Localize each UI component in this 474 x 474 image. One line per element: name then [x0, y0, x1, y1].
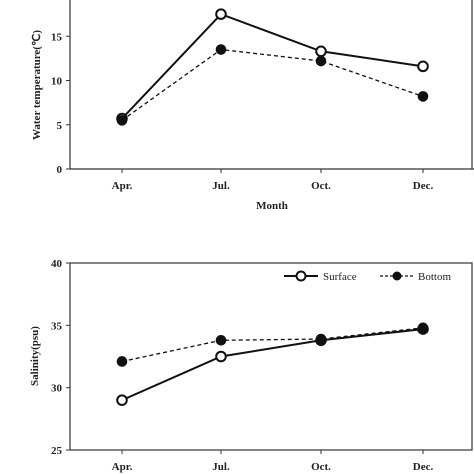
y-tick-label: 30 [51, 383, 63, 395]
data-point [417, 322, 429, 334]
y-ticks: 0 5 10 15 [51, 31, 70, 176]
legend-surface-label: Surface [323, 271, 357, 283]
y-tick-label: 35 [51, 320, 63, 332]
plot-frame [69, 262, 473, 451]
series-line-0 [121, 328, 424, 402]
data-point [417, 91, 429, 102]
series-line-0 [121, 12, 424, 120]
data-point [215, 8, 227, 20]
x-tick-label: Jul. [212, 461, 230, 473]
data-point [116, 356, 128, 367]
x-tick-label: Apr. [112, 461, 133, 473]
x-tick-label: Apr. [112, 180, 133, 192]
temperature-chart: 0 5 10 15 Apr. Jul. Oct. Dec. Month Water temp… [31, 0, 474, 212]
y-tick-label: 40 [51, 258, 63, 270]
y-tick-label: 10 [51, 76, 63, 88]
y-tick-label: 25 [51, 445, 63, 457]
x-tick-label: Oct. [311, 180, 331, 192]
data-point [215, 44, 227, 55]
y-tick-label: 0 [57, 164, 63, 176]
y-tick-label: 5 [57, 120, 63, 132]
x-tick-label: Jul. [212, 180, 230, 192]
y-axis-label: Water temperature(℃) [31, 30, 43, 140]
data-point [417, 60, 429, 73]
series-markers [116, 322, 429, 406]
legend-bottom-label: Bottom [418, 271, 451, 283]
legend: Surface Bottom [284, 270, 451, 283]
data-point [215, 334, 227, 346]
x-ticks: Apr. Jul. Oct. Dec. [112, 169, 434, 192]
data-point [315, 45, 327, 58]
data-point [116, 394, 128, 406]
y-tick-label: 15 [51, 31, 63, 43]
series-line-1 [121, 48, 424, 121]
x-tick-label: Dec. [413, 461, 434, 473]
series-markers [116, 8, 429, 126]
data-point [315, 55, 327, 67]
series-lines [121, 327, 424, 402]
data-point [116, 115, 128, 126]
x-tick-label: Oct. [311, 461, 331, 473]
x-tick-label: Dec. [413, 180, 434, 192]
data-point [315, 333, 327, 345]
series-lines [121, 12, 424, 121]
x-axis-label: Month [256, 200, 288, 212]
legend-surface-marker [295, 270, 307, 282]
series-line-1 [121, 327, 424, 363]
x-ticks: Apr. Jul. Oct. Dec. [112, 450, 434, 473]
y-ticks: 25 30 35 40 [51, 258, 70, 457]
y-axis-label: Salinity(psu) [29, 326, 41, 386]
legend-bottom-marker [392, 271, 402, 281]
data-point [215, 350, 227, 363]
